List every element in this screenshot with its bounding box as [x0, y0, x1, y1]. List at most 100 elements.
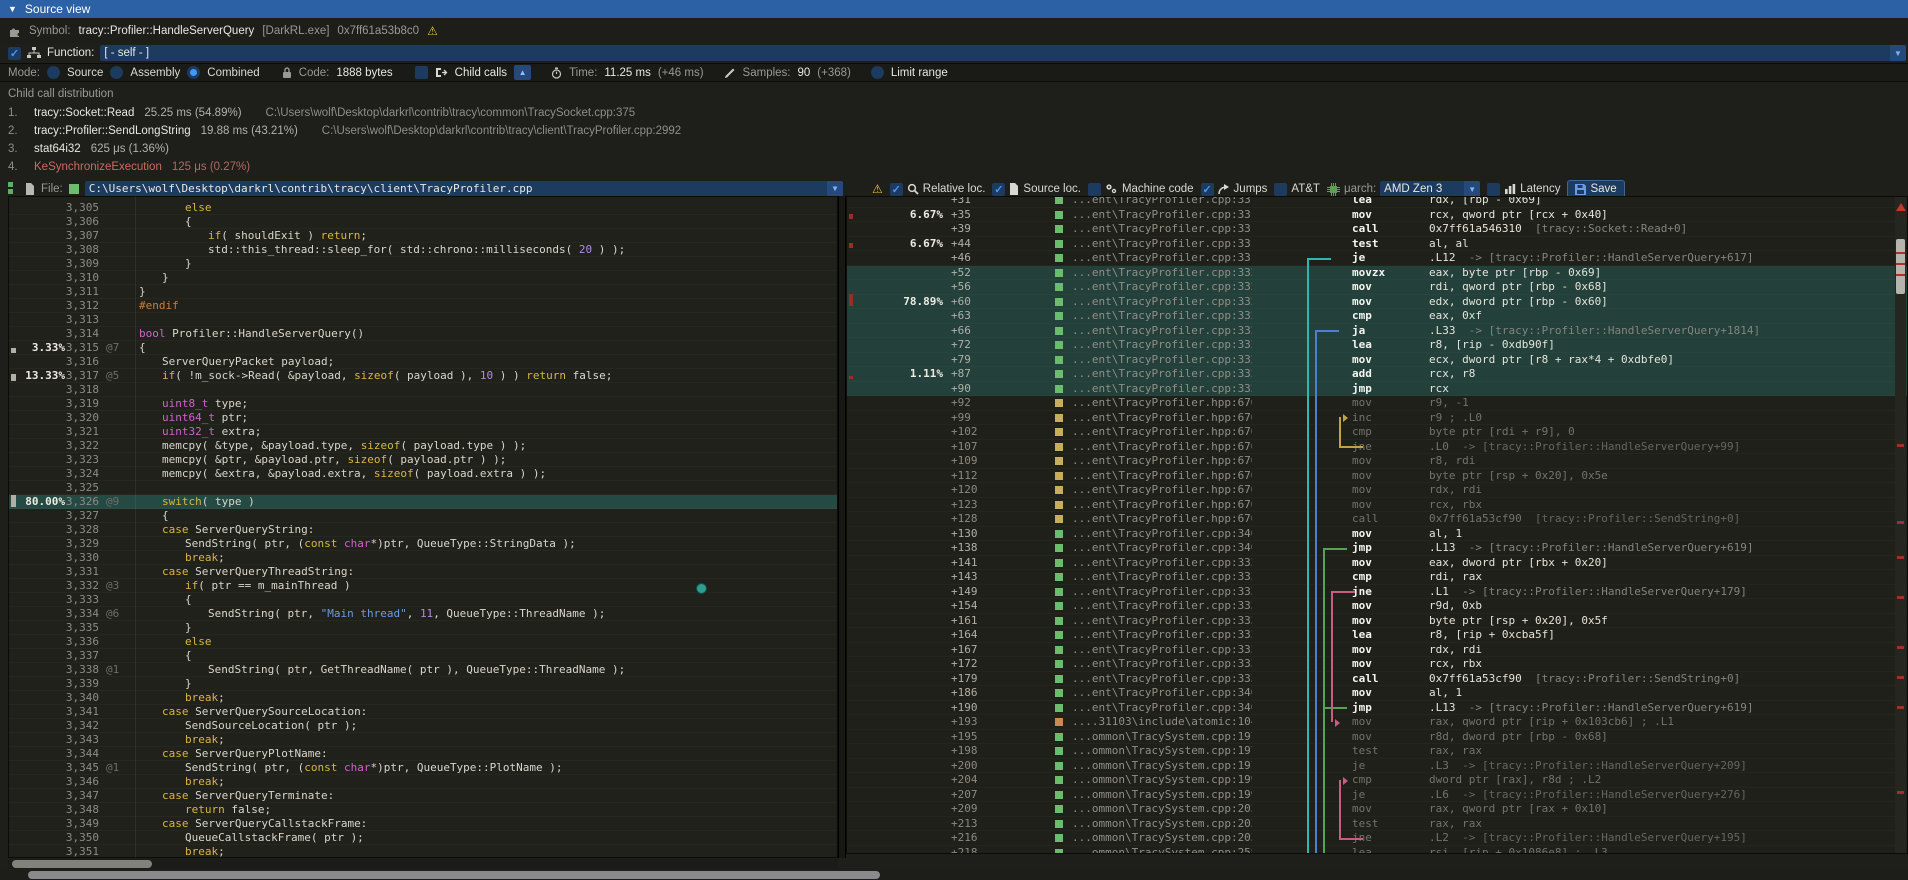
- asm-row[interactable]: +143 ...ent\TracyProfiler.cpp:3332 cmp rdi,…: [847, 570, 1907, 585]
- asm-row[interactable]: +200 ...ommon\TracySystem.cpp:197 je .L3 ->…: [847, 759, 1907, 774]
- source-line-row[interactable]: 3,308 std::this_thread::sleep_for( std::c…: [9, 243, 837, 257]
- source-line-row[interactable]: 3,321 uint32_t extra;: [9, 425, 837, 439]
- asm-row[interactable]: 78.89% +60 ...ent\TracyProfiler.cpp:3326 mo…: [847, 294, 1907, 309]
- function-checkbox[interactable]: ✓: [8, 46, 21, 60]
- child-calls-checkbox[interactable]: [414, 66, 428, 79]
- source-line-row[interactable]: 3,306{: [9, 215, 837, 229]
- asm-row[interactable]: +72 ...ent\TracyProfiler.cpp:3326 lea r8, […: [847, 338, 1907, 353]
- asm-row[interactable]: +164 ...ent\TracyProfiler.cpp:3334 lea r8, …: [847, 628, 1907, 643]
- source-line-row[interactable]: 3,341 case ServerQuerySourceLocation:: [9, 705, 837, 719]
- collapse-child-calls-button[interactable]: ▲: [514, 65, 532, 80]
- asm-row[interactable]: +39 ...ent\TracyProfiler.cpp:3317 call 0x7f…: [847, 222, 1907, 237]
- source-line-row[interactable]: 3,343 break;: [9, 733, 837, 747]
- source-line-row[interactable]: 3,328 case ServerQueryString:: [9, 523, 837, 537]
- source-line-row[interactable]: 80.00% 3,326 @9 switch( type ): [9, 495, 837, 509]
- assembly-pane[interactable]: +31 ...ent\TracyProfiler.cpp:3317 lea rdx, …: [846, 196, 1908, 854]
- asm-row[interactable]: +209 ...ommon\TracySystem.cpp:203 mov rax, …: [847, 802, 1907, 817]
- asm-row[interactable]: +167 ...ent\TracyProfiler.cpp:3334 mov rdx,…: [847, 643, 1907, 658]
- source-line-row[interactable]: 3,335}: [9, 621, 837, 635]
- asm-row[interactable]: +63 ...ent\TracyProfiler.cpp:3326 cmp eax, …: [847, 309, 1907, 324]
- source-line-row[interactable]: 3,313: [9, 313, 837, 327]
- chevron-down-icon[interactable]: ▼: [1464, 181, 1481, 197]
- source-line-row[interactable]: 3,316 ServerQueryPacket payload;: [9, 355, 837, 369]
- relative-loc-checkbox[interactable]: ✓: [889, 182, 903, 196]
- source-line-row[interactable]: 3,349 case ServerQueryCallstackFrame:: [9, 817, 837, 831]
- att-syntax-checkbox[interactable]: [1274, 182, 1288, 196]
- asm-row[interactable]: +31 ...ent\TracyProfiler.cpp:3317 lea rdx, …: [847, 197, 1907, 208]
- source-line-row[interactable]: 3,348 return false;: [9, 803, 837, 817]
- source-line-row[interactable]: 13.33% 3,317 @5 if( !m_sock->Read( &payload…: [9, 369, 837, 383]
- asm-row[interactable]: +193 ....31103\include\atomic:1048 mov rax,…: [847, 715, 1907, 730]
- function-combo[interactable]: [ - self - ] ▼: [100, 45, 1906, 61]
- source-line-row[interactable]: 3,333{: [9, 593, 837, 607]
- source-loc-checkbox[interactable]: ✓: [992, 182, 1006, 196]
- source-line-row[interactable]: 3,324 memcpy( &extra, &payload.extra, siz…: [9, 467, 837, 481]
- source-line-row[interactable]: 3,351 break;: [9, 845, 837, 857]
- uarch-combo[interactable]: AMD Zen 3 ▼: [1380, 181, 1481, 197]
- asm-row[interactable]: +138 ...ent\TracyProfiler.cpp:3401 jmp .L13…: [847, 541, 1907, 556]
- child-call-row[interactable]: 2. tracy::Profiler::SendLongString 19.88 m…: [8, 125, 682, 137]
- asm-vertical-scrollbar[interactable]: [1895, 197, 1906, 853]
- asm-row[interactable]: +102 ...ent\TracyProfiler.hpp:676 cmp byte …: [847, 425, 1907, 440]
- asm-row[interactable]: +149 ...ent\TracyProfiler.cpp:3332 jne .L1 …: [847, 585, 1907, 600]
- source-line-row[interactable]: 3,331 case ServerQueryThreadString:: [9, 565, 837, 579]
- asm-row[interactable]: +172 ...ent\TracyProfiler.cpp:3334 mov rcx,…: [847, 657, 1907, 672]
- window-horizontal-scrollbar[interactable]: [0, 870, 1908, 880]
- child-call-row[interactable]: 4. KeSynchronizeExecution 125 μs (0.27%): [8, 161, 251, 173]
- source-horizontal-scrollbar[interactable]: [8, 859, 838, 869]
- source-line-row[interactable]: 3,314 bool Profiler::HandleServerQuery(): [9, 327, 837, 341]
- source-line-row[interactable]: 3,305 else: [9, 201, 837, 215]
- asm-row[interactable]: +195 ...ommon\TracySystem.cpp:197 mov r8d, …: [847, 730, 1907, 745]
- asm-row[interactable]: +112 ...ent\TracyProfiler.hpp:676 mov byte …: [847, 469, 1907, 484]
- file-path-combo[interactable]: C:\Users\wolf\Desktop\darkrl\contrib\tra…: [84, 180, 843, 197]
- scroll-up-arrow-icon[interactable]: [1896, 203, 1906, 211]
- asm-row[interactable]: +99 ...ent\TracyProfiler.hpp:676 inc r9 ; .…: [847, 411, 1907, 426]
- asm-row[interactable]: 6.67% +35 ...ent\TracyProfiler.cpp:3317 mov…: [847, 208, 1907, 223]
- asm-row[interactable]: 6.67% +44 ...ent\TracyProfiler.cpp:3317 tes…: [847, 237, 1907, 252]
- machine-code-checkbox[interactable]: [1087, 182, 1101, 196]
- drag-handle[interactable]: [696, 583, 707, 594]
- asm-row[interactable]: +66 ...ent\TracyProfiler.cpp:3326 ja .L33 -…: [847, 323, 1907, 338]
- save-button[interactable]: Save: [1567, 180, 1625, 198]
- source-line-row[interactable]: 3,307 if( shouldExit ) return;: [9, 229, 837, 243]
- source-line-row[interactable]: 3,340 break;: [9, 691, 837, 705]
- source-line-row[interactable]: 3,323 memcpy( &ptr, &payload.ptr, sizeof(…: [9, 453, 837, 467]
- source-line-row[interactable]: 3,309}: [9, 257, 837, 271]
- asm-row[interactable]: +186 ...ent\TracyProfiler.cpp:3401 mov al, …: [847, 686, 1907, 701]
- source-line-row[interactable]: 3,322 memcpy( &type, &payload.type, sizeo…: [9, 439, 837, 453]
- asm-row[interactable]: +179 ...ent\TracyProfiler.cpp:3334 call 0x7…: [847, 672, 1907, 687]
- asm-row[interactable]: +120 ...ent\TracyProfiler.hpp:676 mov rdx, …: [847, 483, 1907, 498]
- pane-splitter[interactable]: [838, 196, 846, 858]
- chevron-down-icon[interactable]: ▼: [827, 180, 843, 197]
- child-call-row[interactable]: 1. tracy::Socket::Read 25.25 ms (54.89%) C:…: [8, 107, 636, 119]
- chevron-down-icon[interactable]: ▼: [1890, 45, 1906, 61]
- radio-assembly[interactable]: [110, 66, 124, 79]
- title-bar[interactable]: ▼ Source view: [0, 0, 1908, 18]
- source-line-row[interactable]: 3,345 @1 SendString( ptr, (const char*)ptr…: [9, 761, 837, 775]
- source-line-row[interactable]: 3,338 @1 SendString( ptr, GetThreadName( p…: [9, 663, 837, 677]
- asm-row[interactable]: 1.11% +87 ...ent\TracyProfiler.cpp:3326 add…: [847, 367, 1907, 382]
- source-line-row[interactable]: 3,329 SendString( ptr, (const char*)ptr, …: [9, 537, 837, 551]
- asm-row[interactable]: +216 ...ommon\TracySystem.cpp:203 jne .L2 -…: [847, 831, 1907, 846]
- radio-combined[interactable]: [187, 66, 201, 79]
- source-line-row[interactable]: 3,330 break;: [9, 551, 837, 565]
- asm-row[interactable]: +109 ...ent\TracyProfiler.hpp:676 mov r8, r…: [847, 454, 1907, 469]
- asm-row[interactable]: +107 ...ent\TracyProfiler.hpp:676 jne .L0 -…: [847, 440, 1907, 455]
- source-line-row[interactable]: 3,311}: [9, 285, 837, 299]
- source-line-row[interactable]: 3,337{: [9, 649, 837, 663]
- asm-row[interactable]: +92 ...ent\TracyProfiler.hpp:676 mov r9, -1: [847, 396, 1907, 411]
- asm-row[interactable]: +128 ...ent\TracyProfiler.hpp:676 call 0x7f…: [847, 512, 1907, 527]
- source-line-row[interactable]: 3,334 @6 SendString( ptr, "Main thread", 1…: [9, 607, 837, 621]
- asm-row[interactable]: +213 ...ommon\TracySystem.cpp:203 test rax,…: [847, 817, 1907, 832]
- source-line-row[interactable]: 3,339}: [9, 677, 837, 691]
- asm-row[interactable]: +130 ...ent\TracyProfiler.cpp:3401 mov al, …: [847, 527, 1907, 542]
- source-line-row[interactable]: 3,318: [9, 383, 837, 397]
- asm-row[interactable]: +79 ...ent\TracyProfiler.cpp:3326 mov ecx, …: [847, 352, 1907, 367]
- scrollbar-thumb[interactable]: [1896, 239, 1905, 294]
- source-line-row[interactable]: 3,332 @3 if( ptr == m_mainThread ): [9, 579, 837, 593]
- source-line-row[interactable]: 3.33% 3,315 @7{: [9, 341, 837, 355]
- child-call-row[interactable]: 3. stat64i32 625 μs (1.36%): [8, 143, 169, 155]
- asm-row[interactable]: +52 ...ent\TracyProfiler.cpp:3326 movzx eax…: [847, 265, 1907, 280]
- radio-source[interactable]: [46, 66, 60, 79]
- asm-row[interactable]: +123 ...ent\TracyProfiler.hpp:676 mov rcx, …: [847, 498, 1907, 513]
